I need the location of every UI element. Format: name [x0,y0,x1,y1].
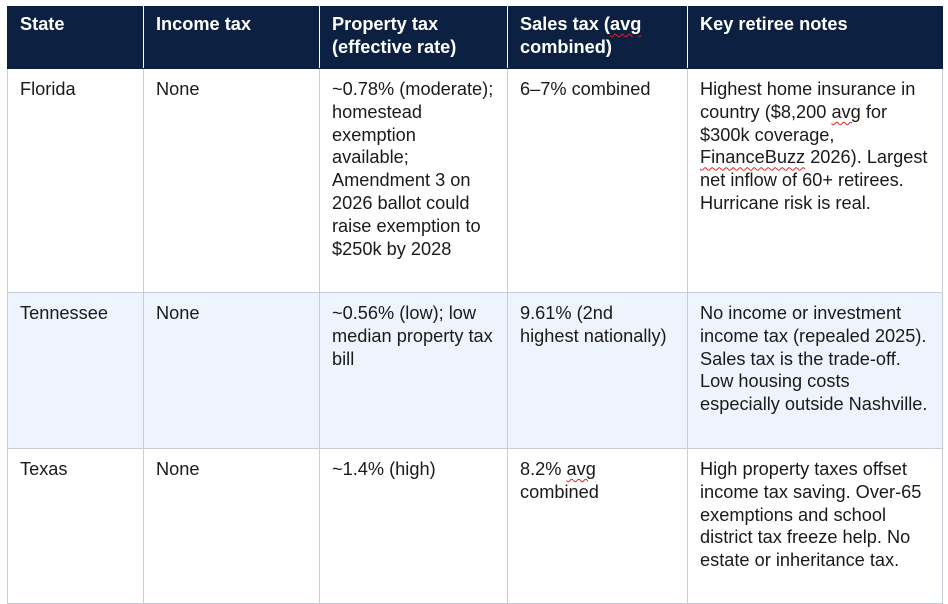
cell-state: Texas [7,448,144,604]
table-row: Florida None ~0.78% (moderate); homestea… [7,68,943,293]
header-key-retiree-notes: Key retiree notes [687,6,943,69]
cell-sales-tax: 9.61% (2nd highest nationally) [507,292,688,449]
cell-sales-tax: 8.2% avg combined [507,448,688,604]
cell-notes: No income or investment income tax (repe… [687,292,943,449]
header-sales-tax: Sales tax (avg combined) [507,6,688,69]
cell-notes: High property taxes offset income tax sa… [687,448,943,604]
table-row: Tennessee None ~0.56% (low); low median … [7,292,943,449]
cell-property-tax: ~1.4% (high) [319,448,508,604]
table-row: Texas None ~1.4% (high) 8.2% avg combine… [7,448,943,604]
header-property-tax: Property tax (effective rate) [319,6,508,69]
header-income-tax: Income tax [143,6,320,69]
header-state: State [7,6,144,69]
cell-property-tax: ~0.56% (low); low median property tax bi… [319,292,508,449]
cell-income-tax: None [143,292,320,449]
cell-income-tax: None [143,68,320,293]
retiree-tax-comparison-table: State Income tax Property tax (effective… [7,6,943,604]
cell-property-tax: ~0.78% (moderate); homestead exemption a… [319,68,508,293]
cell-income-tax: None [143,448,320,604]
table-header-row: State Income tax Property tax (effective… [7,6,943,69]
cell-state: Florida [7,68,144,293]
cell-sales-tax: 6–7% combined [507,68,688,293]
cell-state: Tennessee [7,292,144,449]
cell-notes: Highest home insurance in country ($8,20… [687,68,943,293]
